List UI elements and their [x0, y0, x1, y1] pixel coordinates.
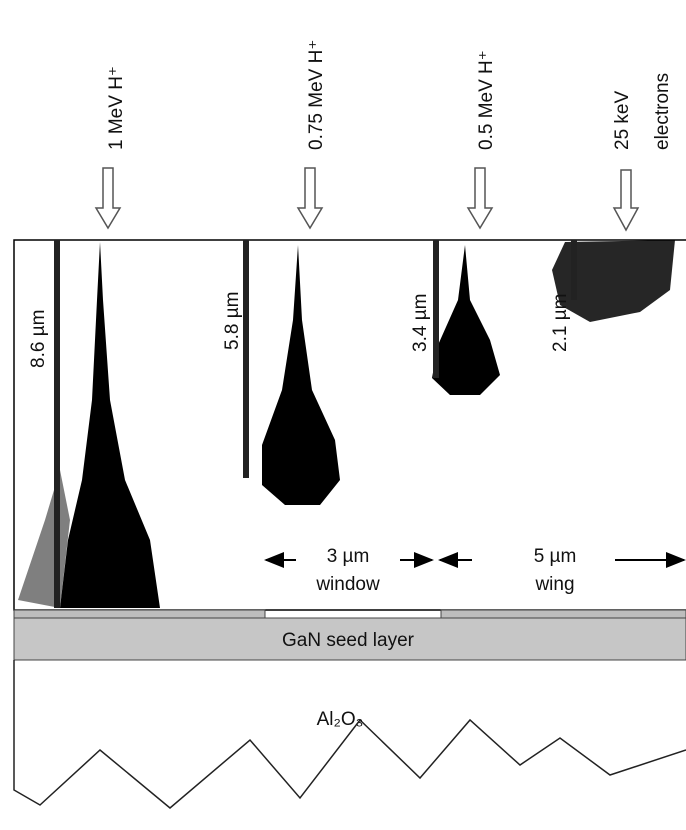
- depth-label: 3.4 µm: [410, 294, 431, 352]
- layer-label: GaN seed layer: [282, 630, 415, 651]
- plumes: [18, 240, 675, 608]
- region-width: 5 µm: [534, 546, 577, 567]
- region-label: wing: [534, 574, 574, 595]
- depth-label: 2.1 µm: [550, 294, 571, 352]
- beam-label: 0.75 MeV H⁺: [306, 40, 327, 150]
- frame: [13, 239, 686, 611]
- beam-arrows: [94, 167, 640, 232]
- depth-bars: [54, 240, 577, 608]
- region-label: window: [315, 574, 380, 595]
- depth-label: 5.8 µm: [222, 292, 243, 350]
- mask: [440, 609, 686, 619]
- seed-layer: [13, 617, 686, 661]
- mask: [13, 609, 266, 619]
- region-width: 3 µm: [327, 546, 370, 567]
- layer-label: Al₂O₃: [317, 709, 364, 730]
- beam-label: electrons: [652, 73, 673, 150]
- beam-label: 0.5 MeV H⁺: [476, 50, 497, 150]
- substrate-outline: [13, 660, 686, 809]
- beam-label: 1 MeV H⁺: [106, 66, 127, 150]
- depth-label: 8.6 µm: [28, 310, 49, 368]
- beam-label: 25 keV: [612, 91, 633, 150]
